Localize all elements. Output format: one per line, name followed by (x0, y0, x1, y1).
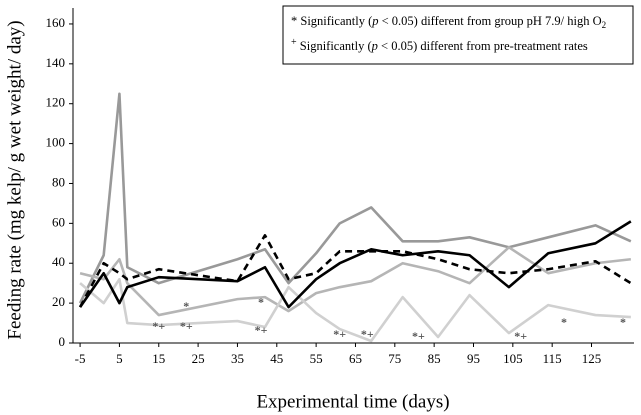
significance-mark: *+ (255, 323, 268, 337)
x-tick-label: 105 (503, 351, 523, 366)
significance-mark: * (620, 315, 626, 329)
significance-mark: * (561, 315, 567, 329)
note-part: 2 (602, 20, 607, 30)
y-axis-title: Feeding rate (mg kelp/ g wet weight/ day… (4, 20, 25, 339)
x-tick-label: 35 (231, 351, 244, 366)
y-tick-label: 160 (46, 15, 66, 30)
x-axis-title: Experimental time (days) (256, 391, 449, 412)
y-tick-label: 40 (52, 254, 65, 269)
note-part: * (291, 14, 297, 28)
note-part: + (291, 37, 297, 48)
significance-mark: *+ (361, 327, 374, 341)
notes: * Significantly (p < 0.05) different fro… (291, 14, 606, 53)
significance-mark: *+ (333, 327, 346, 341)
y-tick-label: 80 (52, 174, 65, 189)
significance-mark: * (183, 299, 189, 313)
y-tick-label: 100 (46, 135, 66, 150)
significance-mark: * (258, 295, 264, 309)
note-part: p (371, 14, 378, 28)
series-line (78, 234, 632, 308)
note-part: Significantly ( (297, 14, 372, 28)
significance-mark: *+ (412, 329, 425, 343)
note-part: Significantly ( (297, 39, 372, 53)
x-tick-label: 5 (116, 351, 123, 366)
x-tick-label: 95 (467, 351, 480, 366)
x-tick-label: 85 (428, 351, 441, 366)
note-text: + Significantly (p < 0.05) different fro… (291, 37, 588, 53)
x-tick-label: -5 (75, 351, 86, 366)
note-box (282, 5, 634, 65)
series-line (78, 92, 632, 304)
note-part: p (371, 39, 378, 53)
y-tick-label: 60 (52, 214, 65, 229)
x-tick-label: 65 (349, 351, 362, 366)
significance-mark: *+ (514, 329, 527, 343)
y-tick-label: 140 (46, 55, 66, 70)
significance-mark: *+ (180, 319, 193, 333)
y-tick-label: 20 (52, 294, 65, 309)
series-line (79, 277, 631, 343)
x-tick-label: 55 (310, 351, 323, 366)
x-tick-label: 15 (152, 351, 165, 366)
significance-mark: *+ (152, 319, 165, 333)
x-tick-label: 45 (270, 351, 283, 366)
note-part: < 0.05) different from group pH 7.9/ hig… (379, 14, 602, 28)
x-tick-label: 125 (582, 351, 602, 366)
x-tick-label: 25 (192, 351, 205, 366)
x-tick-label: 115 (543, 351, 562, 366)
y-tick-label: 0 (59, 334, 66, 349)
y-tick-label: 120 (46, 95, 66, 110)
series-line (79, 220, 632, 309)
x-tick-label: 75 (388, 351, 401, 366)
note-part: < 0.05) different from pre-treatment rat… (378, 39, 588, 53)
note-text: * Significantly (p < 0.05) different fro… (291, 14, 606, 30)
